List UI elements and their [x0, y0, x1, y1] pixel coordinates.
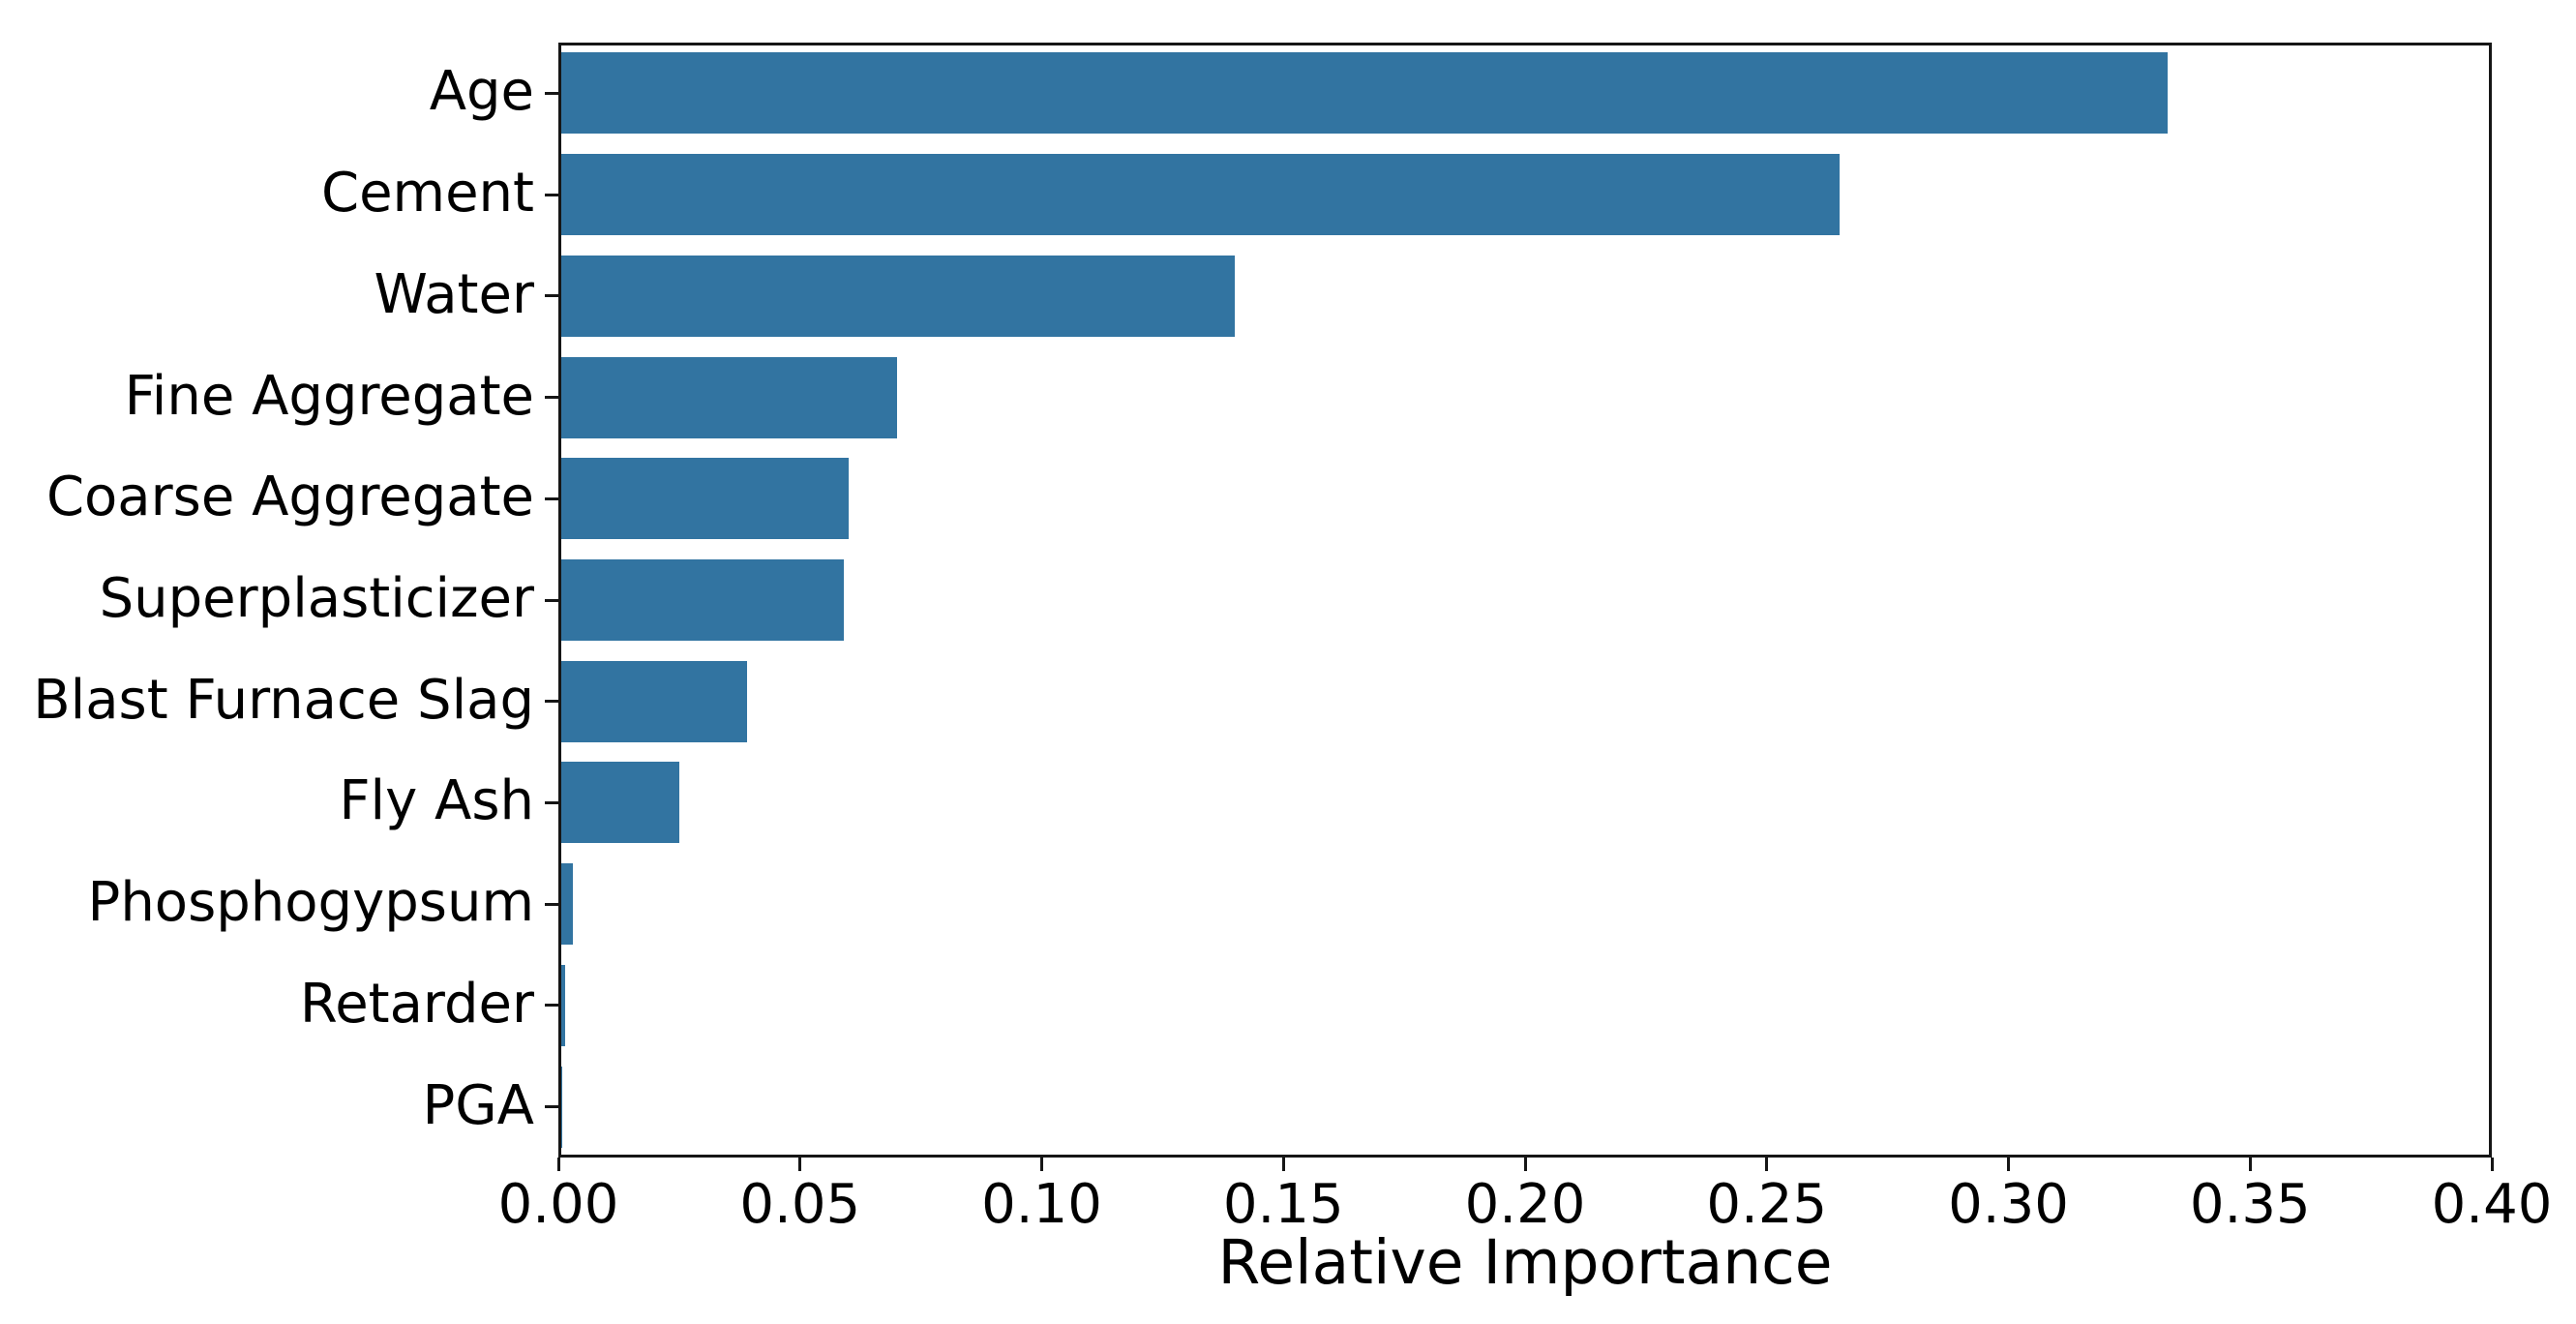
y-tick-fly-ash [545, 800, 558, 804]
x-tick-label-0.20: 0.20 [1464, 1173, 1586, 1236]
y-tick-label-phosphogypsum: Phosphogypsum [87, 871, 534, 935]
x-tick-0.10 [1040, 1158, 1043, 1171]
bar-cement [558, 154, 1840, 236]
plot-area [558, 43, 2492, 1158]
x-axis-title: Relative Importance [1217, 1227, 1833, 1298]
x-tick-0.20 [1523, 1158, 1527, 1171]
y-tick-pga [545, 1105, 558, 1109]
y-tick-label-cement: Cement [320, 162, 534, 226]
x-tick-0.30 [2007, 1158, 2010, 1171]
bar-water [558, 255, 1236, 337]
y-tick-label-superplasticizer: Superplasticizer [99, 567, 534, 631]
bar-phosphogypsum [558, 863, 573, 946]
x-tick-0.00 [556, 1158, 560, 1171]
y-tick-label-retarder: Retarder [299, 973, 534, 1037]
x-tick-0.25 [1765, 1158, 1769, 1171]
x-tick-label-0.25: 0.25 [1706, 1173, 1828, 1236]
y-tick-fine-aggregate [545, 396, 558, 400]
bar-pga [558, 1066, 562, 1148]
x-tick-0.40 [2490, 1158, 2494, 1171]
bar-retarder [558, 964, 566, 1046]
y-tick-label-pga: PGA [422, 1073, 534, 1137]
x-tick-label-0.00: 0.00 [497, 1173, 619, 1236]
bar-coarse-aggregate [558, 458, 849, 540]
x-tick-0.15 [1281, 1158, 1285, 1171]
y-tick-superplasticizer [545, 598, 558, 602]
bar-fly-ash [558, 762, 679, 844]
y-tick-coarse-aggregate [545, 496, 558, 500]
x-tick-label-0.30: 0.30 [1948, 1173, 2069, 1236]
bar-blast-furnace-slag [558, 660, 747, 742]
x-tick-0.35 [2248, 1158, 2252, 1171]
x-tick-label-0.05: 0.05 [739, 1173, 861, 1236]
y-tick-age [545, 91, 558, 95]
y-tick-blast-furnace-slag [545, 700, 558, 704]
y-tick-retarder [545, 1004, 558, 1008]
x-tick-label-0.10: 0.10 [981, 1173, 1102, 1236]
y-tick-label-fine-aggregate: Fine Aggregate [124, 364, 534, 428]
y-tick-phosphogypsum [545, 902, 558, 906]
y-tick-label-coarse-aggregate: Coarse Aggregate [45, 466, 534, 529]
y-tick-label-fly-ash: Fly Ash [339, 769, 534, 833]
y-tick-water [545, 294, 558, 298]
x-tick-label-0.15: 0.15 [1222, 1173, 1344, 1236]
bar-fine-aggregate [558, 356, 897, 438]
x-tick-label-0.40: 0.40 [2431, 1173, 2553, 1236]
bar-superplasticizer [558, 559, 844, 641]
y-tick-label-water: Water [374, 263, 534, 327]
y-tick-label-age: Age [429, 60, 534, 124]
x-tick-0.05 [798, 1158, 802, 1171]
y-tick-cement [545, 193, 558, 196]
x-tick-label-0.35: 0.35 [2189, 1173, 2311, 1236]
bar-age [558, 52, 2169, 135]
y-tick-label-blast-furnace-slag: Blast Furnace Slag [33, 668, 534, 732]
